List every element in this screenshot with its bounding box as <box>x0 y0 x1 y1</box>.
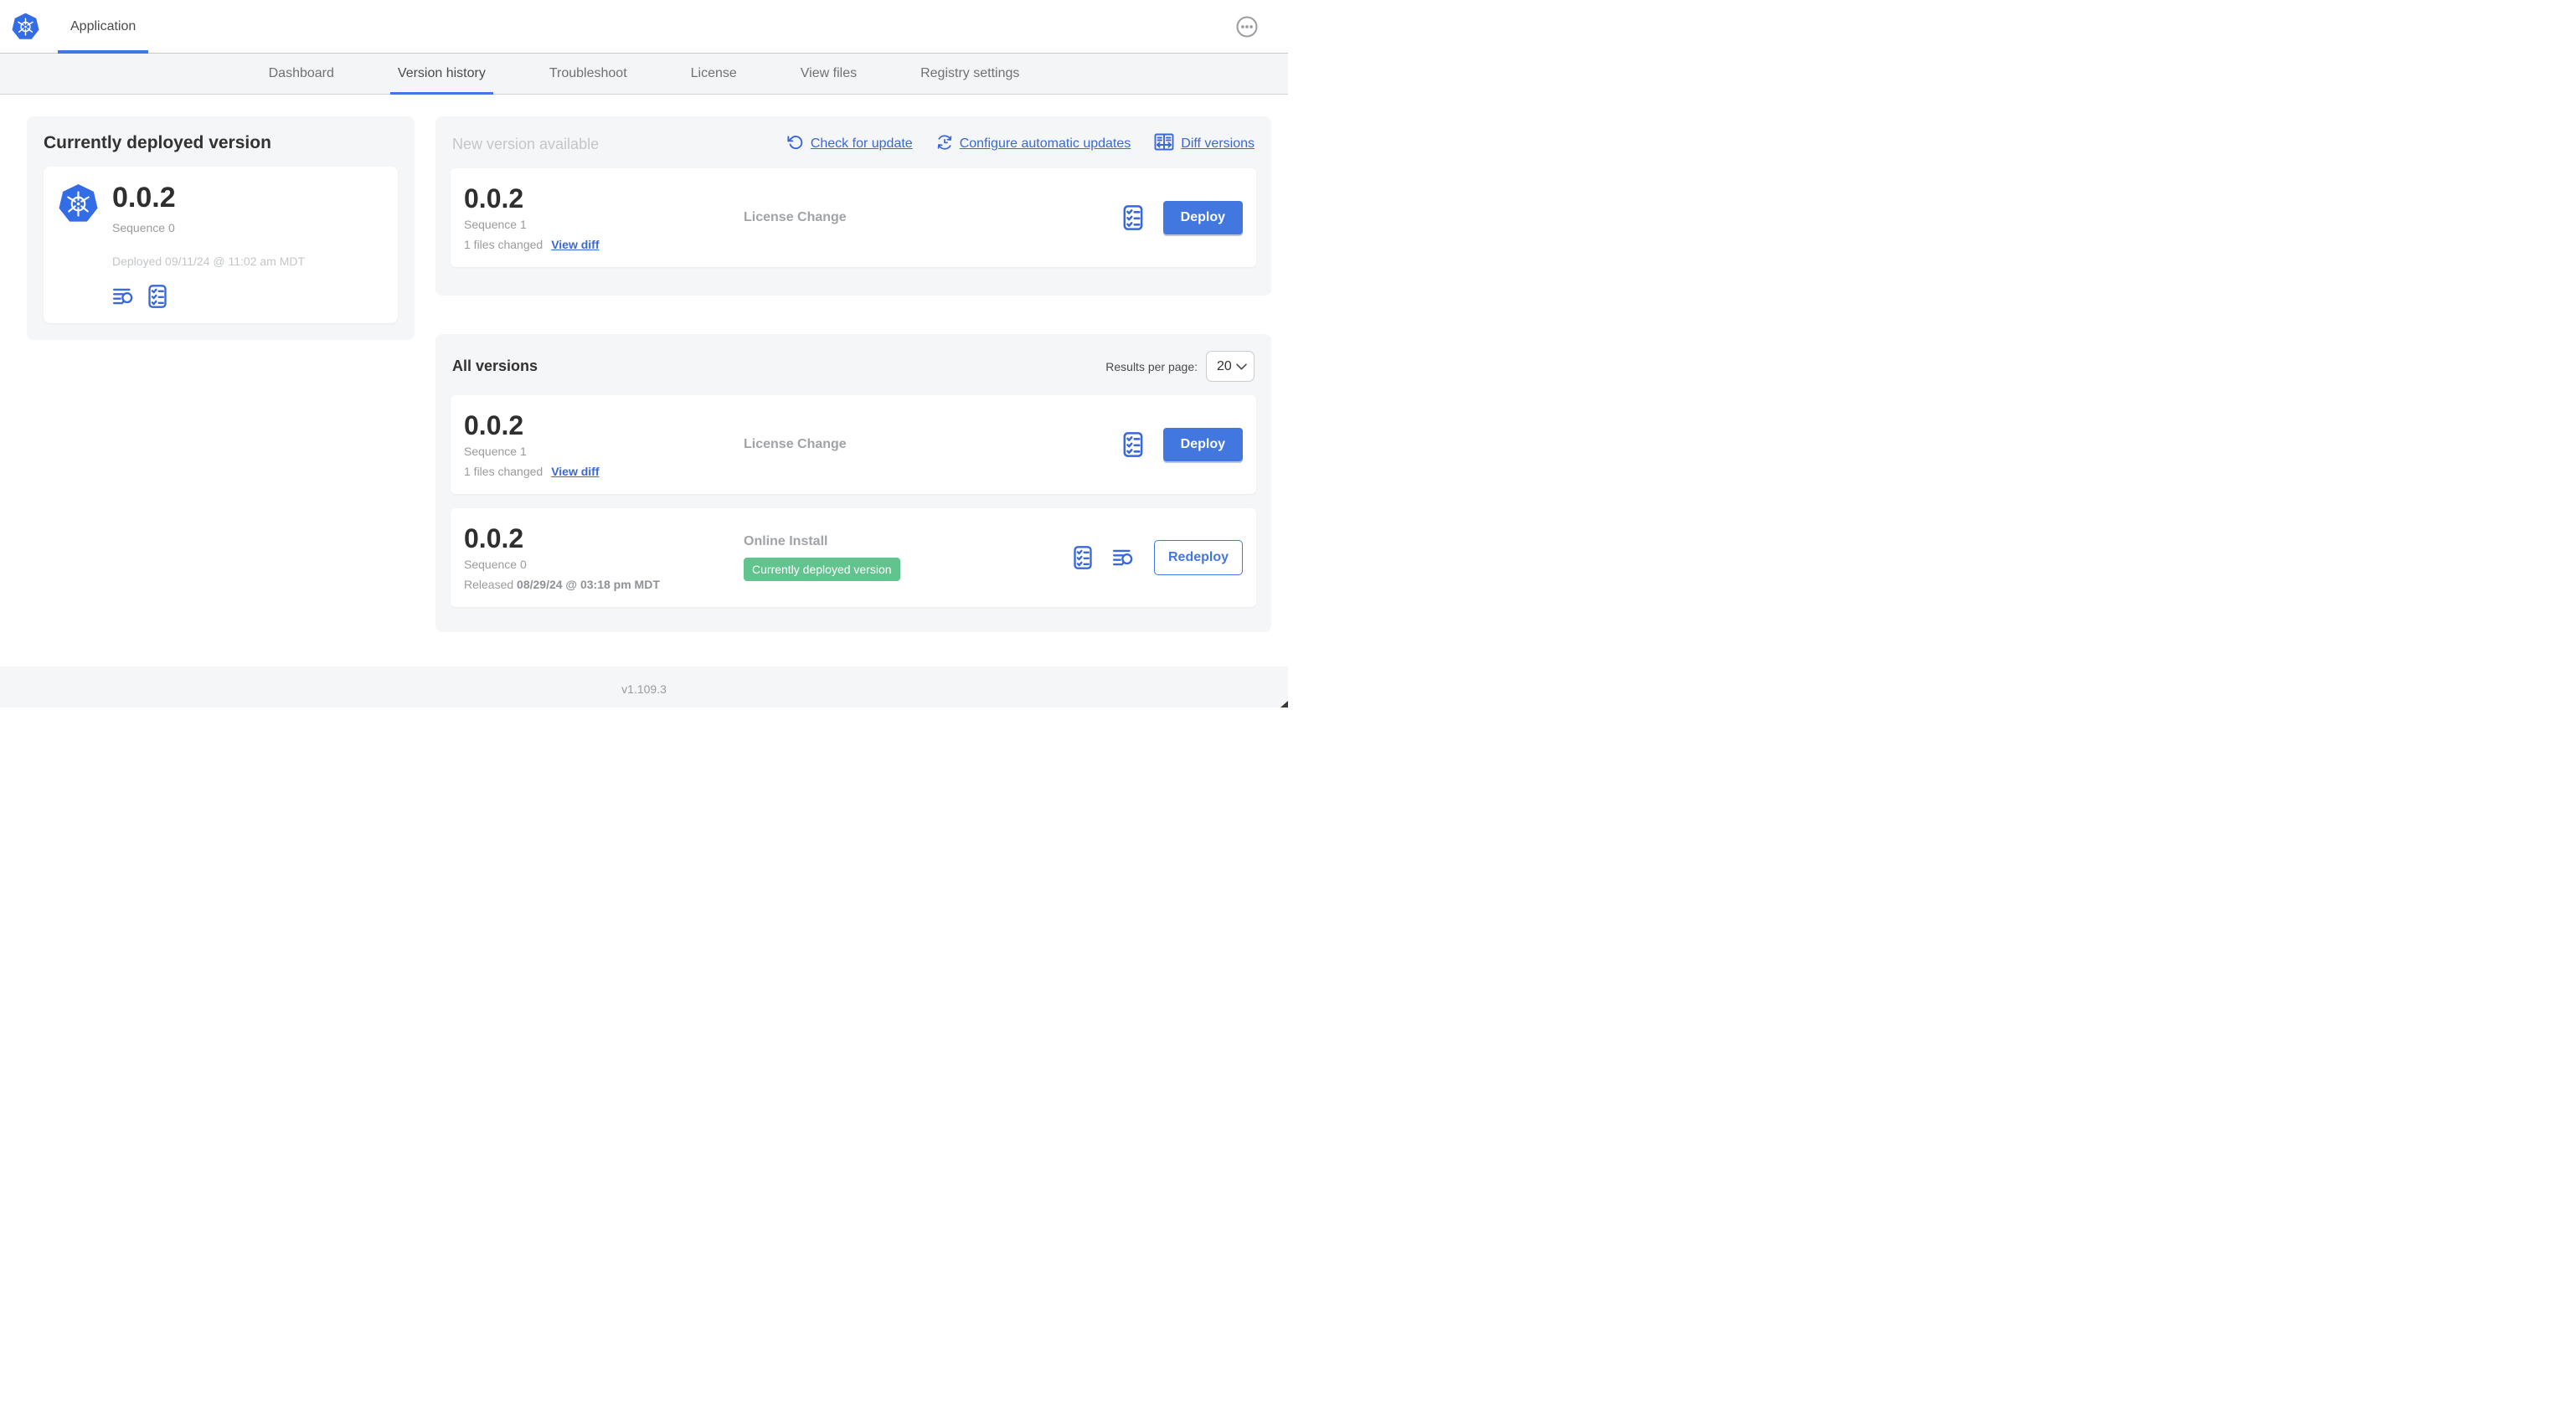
version-sequence: Sequence 1 <box>464 444 527 458</box>
deploy-logs-icon[interactable] <box>112 286 136 307</box>
new-version-head: New version available Check for update <box>435 116 1271 168</box>
version-number: 0.0.2 <box>464 522 524 553</box>
new-version-panel: New version available Check for update <box>435 116 1271 296</box>
version-actions: Redeploy <box>1072 540 1244 575</box>
released-timestamp: Released 08/29/24 @ 03:18 pm MDT <box>464 578 740 591</box>
app-footer: v1.109.3 <box>0 666 1288 708</box>
view-diff-link[interactable]: View diff <box>551 237 600 251</box>
diff-versions-label: Diff versions <box>1181 136 1255 151</box>
version-source: License Change <box>740 437 1121 452</box>
all-versions-panel: All versions Results per page: 20 <box>435 334 1271 632</box>
currently-deployed-title: Currently deployed version <box>44 133 271 152</box>
version-info: 0.0.2 Sequence 1 1 files changed View di… <box>464 412 740 478</box>
tab-version-history[interactable]: Version history <box>389 54 493 95</box>
results-per-page-select[interactable]: 20 <box>1206 351 1255 382</box>
source-label: Online Install <box>744 534 828 548</box>
released-prefix: Released <box>464 577 514 591</box>
version-row: 0.0.2 Sequence 1 1 files changed View di… <box>451 168 1256 267</box>
version-info: 0.0.2 Sequence 0 Released 08/29/24 @ 03:… <box>464 525 740 591</box>
version-sequence: Sequence 0 <box>464 557 527 571</box>
deployed-version-number: 0.0.2 <box>112 182 176 214</box>
deployed-version-actions <box>112 284 305 308</box>
version-actions: Deploy <box>1121 428 1244 461</box>
tab-license[interactable]: License <box>690 66 737 80</box>
released-date: 08/29/24 @ 03:18 pm MDT <box>517 577 660 591</box>
app-nav-item[interactable]: Application <box>58 0 149 54</box>
source-label: License Change <box>744 437 847 451</box>
refresh-icon <box>787 134 804 155</box>
brand: Application <box>12 0 149 54</box>
results-per-page: Results per page: 20 <box>1105 351 1255 382</box>
version-row: 0.0.2 Sequence 0 Released 08/29/24 @ 03:… <box>451 508 1256 607</box>
deployed-version-card: 0.0.2 Sequence 0 Deployed 09/11/24 @ 11:… <box>44 167 398 323</box>
files-changed-row: 1 files changed View diff <box>464 465 740 478</box>
results-per-page-label: Results per page: <box>1105 359 1198 373</box>
app-header: Application <box>0 0 1288 54</box>
screen-corner-artifact <box>1280 701 1288 708</box>
update-actions: Check for update Configur <box>787 133 1255 155</box>
deployed-version-details: 0.0.2 Sequence 0 Deployed 09/11/24 @ 11:… <box>112 183 305 308</box>
files-changed-label: 1 files changed <box>464 237 544 251</box>
files-changed-row: 1 files changed View diff <box>464 238 740 251</box>
tab-registry-settings[interactable]: Registry settings <box>920 66 1020 80</box>
check-for-update-label: Check for update <box>810 136 913 151</box>
tab-view-files[interactable]: View files <box>800 66 858 80</box>
all-versions-title: All versions <box>452 358 538 374</box>
kubernetes-logo-icon <box>59 183 98 308</box>
auto-update-clock-icon <box>936 134 953 155</box>
configure-automatic-updates-link[interactable]: Configure automatic updates <box>936 134 1131 155</box>
kubernetes-logo-icon <box>12 13 39 41</box>
preflight-checks-icon[interactable] <box>1072 546 1094 569</box>
currently-deployed-badge: Currently deployed version <box>744 558 900 581</box>
main-content: Currently deployed version <box>0 95 1288 632</box>
tab-troubleshoot[interactable]: Troubleshoot <box>549 66 627 80</box>
configure-automatic-updates-label: Configure automatic updates <box>959 136 1131 151</box>
version-number: 0.0.2 <box>464 183 524 214</box>
source-label: License Change <box>744 210 847 224</box>
tab-dashboard[interactable]: Dashboard <box>268 66 334 80</box>
diff-versions-link[interactable]: Diff versions <box>1154 133 1255 155</box>
app-nav-label: Application <box>70 18 137 33</box>
preflight-checks-icon[interactable] <box>1121 432 1145 457</box>
results-per-page-select-wrap: 20 <box>1206 351 1255 382</box>
check-for-update-link[interactable]: Check for update <box>787 134 913 155</box>
version-source: License Change <box>740 210 1121 225</box>
deploy-button[interactable]: Deploy <box>1162 201 1243 234</box>
console-version: v1.109.3 <box>621 682 667 696</box>
all-versions-head: All versions Results per page: 20 <box>435 334 1271 395</box>
subnav: Dashboard Version history Troubleshoot L… <box>0 54 1288 95</box>
files-changed-label: 1 files changed <box>464 464 544 478</box>
version-sequence: Sequence 1 <box>464 217 527 231</box>
currently-deployed-panel: Currently deployed version <box>27 116 415 340</box>
version-actions: Deploy <box>1121 201 1244 234</box>
redeploy-button[interactable]: Redeploy <box>1153 540 1243 575</box>
right-column: New version available Check for update <box>435 116 1271 632</box>
new-version-title: New version available <box>452 135 600 152</box>
ellipsis-menu-icon[interactable] <box>1236 15 1258 38</box>
view-diff-link[interactable]: View diff <box>551 464 600 478</box>
version-info: 0.0.2 Sequence 1 1 files changed View di… <box>464 185 740 251</box>
deployed-sequence: Sequence 0 <box>112 220 175 234</box>
diff-versions-icon <box>1154 133 1174 155</box>
version-number: 0.0.2 <box>464 409 524 440</box>
preflight-checks-icon[interactable] <box>1121 205 1145 230</box>
version-source: Online Install Currently deployed versio… <box>740 534 1072 581</box>
deployed-timestamp: Deployed 09/11/24 @ 11:02 am MDT <box>112 254 306 268</box>
preflight-checks-icon[interactable] <box>147 284 168 308</box>
deploy-button[interactable]: Deploy <box>1162 428 1243 461</box>
deploy-logs-icon[interactable] <box>1112 547 1136 569</box>
version-row: 0.0.2 Sequence 1 1 files changed View di… <box>451 395 1256 494</box>
